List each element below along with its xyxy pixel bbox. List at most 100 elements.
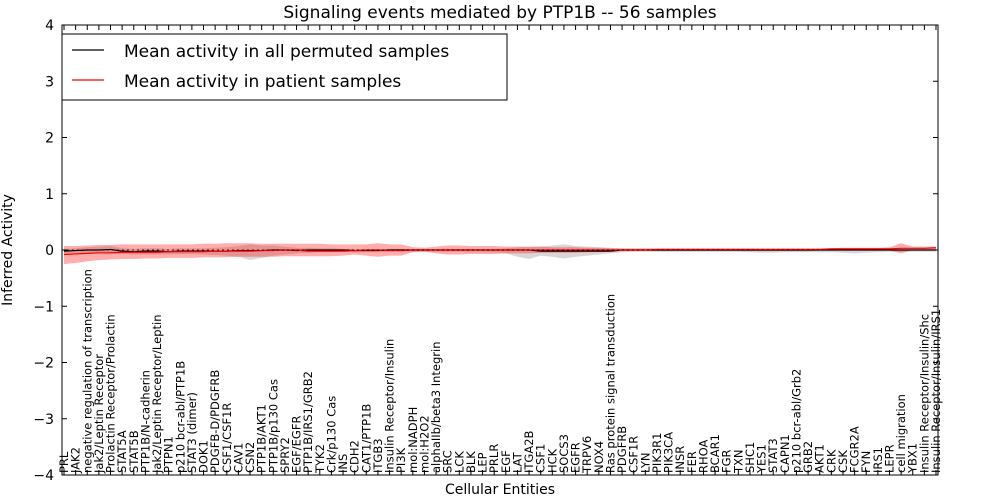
x-tick-label: mol:H2O2 [417,415,431,473]
x-tick-label: BCAR1 [708,434,722,473]
legend: Mean activity in all permuted samples Me… [61,33,508,101]
x-tick-label: SHC1 [743,442,757,473]
x-tick-label: PTPN1 [162,436,176,473]
y-tick-label: −3 [33,412,54,428]
x-tick-label: negative regulation of transcription [80,269,94,473]
x-tick-label: DOK1 [197,440,211,473]
x-tick-label: FER [685,451,699,473]
x-tick-label: TYK2 [313,444,327,474]
legend-label-permuted: Mean activity in all permuted samples [124,42,449,62]
x-tick-label: CRK [824,449,838,473]
x-tick-label: Jak2/Leptin Receptor/Leptin [150,315,164,474]
x-tick-label: Ras protein signal transduction [604,294,618,473]
x-tick-label: cell migration [894,394,908,473]
patient-band [64,243,936,265]
y-tick-label: 3 [45,74,54,90]
x-tick-label: PRLR [487,444,501,473]
x-tick-label: PI3K [394,447,408,473]
x-tick-label: PTP1B/IRS1/GRB2 [301,371,315,473]
x-tick-label: p210 bcr-abl/PTP1B [173,361,187,473]
x-tick-label: CSN2 [243,442,257,473]
x-tick-label: GRB2 [801,441,815,473]
x-tick-label: Insulin Receptor/Insulin/IRS1 [929,309,943,473]
legend-frame [61,33,508,101]
x-tick-label: CAT1/PTP1B [359,404,373,473]
x-tick-label: CAV1 [231,443,245,473]
x-tick-label: ITGB3 [371,438,385,473]
x-tick-label: CSK [836,450,850,473]
x-tick-label: Crk/p130 Cas [324,396,338,473]
x-tick-label: STAT5B [127,430,141,473]
legend-label-patient: Mean activity in patient samples [124,72,401,92]
x-tick-label: YES1 [755,444,769,474]
x-tick-label: Insulin Receptor/Insulin/Shc [917,314,931,473]
confidence-bands [64,243,936,265]
x-tick-label: INSR [673,446,687,473]
x-axis-label: Cellular Entities [445,482,555,498]
x-tick-label: JAK2 [69,447,83,474]
x-tick-label: p210 bcr-abl/Grb2 [790,369,804,473]
y-tick-label: −2 [33,356,54,372]
x-tick-label: BLK [464,451,478,473]
x-tick-label: PTP1B/N-cadherin [138,370,152,473]
x-tick-label: EGF [499,450,513,473]
x-tick-label: IRS1 [871,447,885,473]
x-tick-label: RHOA [697,440,711,473]
x-tick-label: LEPR [883,444,897,473]
x-tick-label: CSF1/CSF1R [220,403,234,473]
x-tick-label: SOCS3 [557,434,571,473]
x-tick-label: CDH2 [348,440,362,473]
y-tick-label: 2 [45,131,54,147]
y-tick-label: −1 [33,299,54,315]
x-tick-label: CAPN1 [778,434,792,473]
x-tick-label: EGF/EGFR [290,416,304,473]
x-tick-label: PTP1B/p130 Cas [266,379,280,473]
x-tick-label: LAT [510,451,524,473]
x-tick-label: PIK3R1 [650,433,664,474]
x-tick-label: LEP [476,452,490,473]
y-tick-label: 1 [45,187,54,203]
chart-title: Signaling events mediated by PTP1B -- 56… [283,3,716,23]
x-tick-label: CSF1 [534,444,548,473]
x-tick-label: PDGFRB [615,426,629,473]
x-tick-label: TRPV6 [580,436,594,474]
y-tick-label: −4 [33,468,54,484]
x-tick-label: STAT5A [115,430,129,473]
x-tick-label: PDGFB-D/PDGFRB [208,370,222,473]
x-tick-label: ITGA2B [522,430,536,473]
y-axis-label: Inferred Activity [0,194,16,306]
x-tick-label: mol:NADPH [406,407,420,473]
x-tick-label: PRL [57,451,71,473]
x-tick-label: HCK [545,448,559,473]
x-tick-label: FGR [720,449,734,473]
x-tick-label: SRC [441,450,455,473]
x-tick-label: SPRY2 [278,437,292,473]
y-tick-label: 4 [45,18,54,34]
x-tick-label: FYN [859,451,873,473]
x-tick-label: LYN [638,452,652,473]
x-tick-label: NOX4 [592,441,606,473]
y-tick-label: 0 [45,243,54,259]
x-tick-label: CSF1R [627,436,641,473]
x-tick-label: YBX1 [906,443,920,474]
y-axis: −4 −3 −2 −1 0 1 2 3 4 [33,18,938,484]
x-tick-label: alphaIIb/beta3 Integrin [429,341,443,473]
x-tick-label: Prolactin Receptor/Prolactin [104,314,118,473]
permuted-band [64,244,936,261]
x-tick-label: Insulin Receptor/Insulin [383,339,397,473]
series-lines [63,247,937,256]
x-tick-label: PTP1B/AKT1 [255,404,269,473]
x-tick-label: LCK [452,451,466,473]
x-tick-label: INS [336,454,350,473]
x-tick-label: EGFR [569,442,583,473]
x-tick-label: PIK3CA [662,432,676,473]
x-tick-label: TXN [731,449,745,474]
x-tick-label: Jak2/Leptin Receptor [92,354,106,474]
x-tick-label: FCGR2A [848,426,862,473]
x-tick-label: STAT3 (dimer) [185,392,199,473]
x-tick-label: AKT1 [813,444,827,473]
x-tick-label: STAT3 [766,438,780,473]
patient-series-line [63,247,937,256]
